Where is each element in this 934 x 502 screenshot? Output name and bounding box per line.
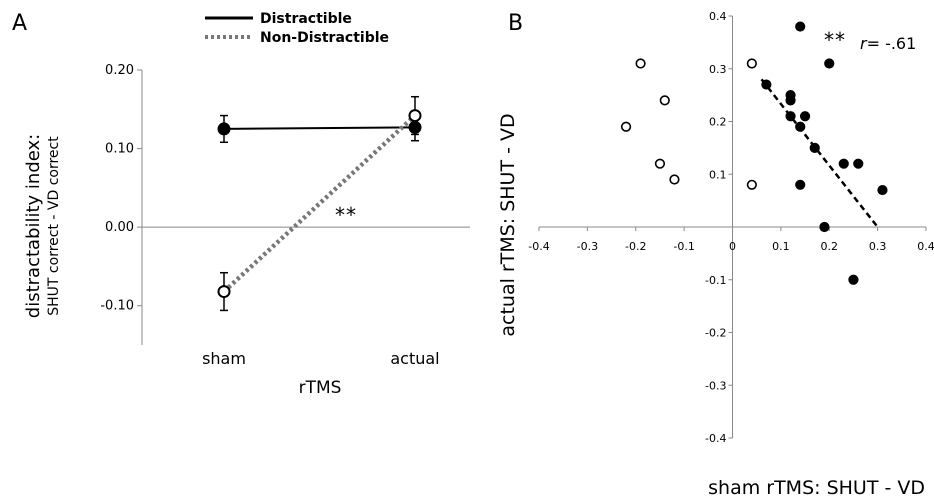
panel-a-significance-stars: ** <box>335 203 357 227</box>
panel-b-point-distractible <box>819 221 830 233</box>
panel-b-xtick-label: 0.4 <box>917 240 934 253</box>
panel-b-xtick-label: 0.1 <box>772 240 790 253</box>
panel-b-point-distractible <box>848 274 859 285</box>
panel-b-ytick-label: 0.4 <box>709 10 727 23</box>
panel-b-fit-line <box>760 78 879 228</box>
panel-b-xtick-label: -0.4 <box>528 240 549 253</box>
panel-a-ytick-label: -0.10 <box>100 299 134 314</box>
panel-b-xlabel: sham rTMS: SHUT - VD <box>708 477 925 499</box>
panel-b-xtick-label: 0.3 <box>869 240 887 253</box>
panel-a-chart: distractability index: SHUT correct - VD… <box>23 63 470 398</box>
legend-non-distractible-label: Non-Distractible <box>260 30 389 46</box>
panel-a-xlabel: rTMS <box>299 378 342 398</box>
panel-b-ytick-label: -0.2 <box>705 327 726 340</box>
panel-b-point-non-distractible <box>654 158 666 169</box>
panel-b-point-non-distractible <box>746 179 757 190</box>
panel-b-point-non-distractible <box>659 95 670 106</box>
panel-b-point-non-distractible <box>746 58 757 69</box>
panel-a-ytick-label: 0.00 <box>105 220 134 235</box>
legend-distractible-label: Distractible <box>260 11 352 27</box>
panel-a-point-distractible <box>217 122 231 136</box>
panel-b-point-distractible <box>795 179 806 190</box>
panel-b-correlation-label: r= -.61 <box>860 34 916 53</box>
panel-a-letter: A <box>12 11 27 36</box>
panel-b-point-distractible <box>761 79 772 90</box>
panel-b-letter: B <box>508 11 523 36</box>
panel-a-series-line-distractible <box>223 126 416 130</box>
panel-a-ylabel-sub: SHUT correct - VD correct <box>46 136 62 316</box>
panel-b-point-distractible <box>785 111 796 122</box>
panel-a-category-label: actual <box>390 349 439 368</box>
panel-b-point-distractible <box>785 95 796 106</box>
panel-b-xtick-label: -0.1 <box>673 240 694 253</box>
panel-b-ytick-label: -0.3 <box>705 379 726 392</box>
panel-b-ytick-label: 0.2 <box>709 116 727 129</box>
panel-b-ytick-label: -0.4 <box>705 432 726 445</box>
panel-b-point-non-distractible <box>620 121 632 132</box>
panel-b-point-distractible <box>809 142 820 153</box>
panel-a-point-non-distractible <box>408 109 422 123</box>
panel-a-ytick-label: 0.10 <box>105 142 134 157</box>
panel-b-point-non-distractible <box>669 174 680 185</box>
panel-b-point-distractible <box>838 158 849 169</box>
panel-b-xtick-label: -0.2 <box>625 240 646 253</box>
panel-b-point-distractible <box>853 158 864 169</box>
panel-a-ylabel: distractability index: <box>23 134 44 318</box>
panel-b-xtick-label: -0.3 <box>577 240 598 253</box>
panel-b-ylabel: actual rTMS: SHUT - VD <box>497 113 519 336</box>
panel-b-point-distractible <box>877 184 888 196</box>
panel-b-xtick-label: 0 <box>729 240 736 253</box>
panel-b-point-distractible <box>795 21 806 32</box>
panel-b-point-non-distractible <box>635 58 646 69</box>
panel-b-significance-stars: ** <box>824 28 846 52</box>
panel-a-point-non-distractible <box>217 285 231 299</box>
panel-b-point-distractible <box>799 111 811 122</box>
panel-b-ytick-label: 0.1 <box>709 168 727 181</box>
panel-b-ytick-label: -0.1 <box>705 274 726 287</box>
panel-b-xtick-label: 0.2 <box>821 240 839 253</box>
panel-a-series-line-non-distractible <box>222 113 417 294</box>
panel-b-chart: actual rTMS: SHUT - VD sham rTMS: SHUT -… <box>497 10 934 499</box>
panel-b-ytick-label: 0.3 <box>709 63 727 76</box>
panel-b-point-distractible <box>795 121 806 132</box>
panel-a-ytick-label: 0.20 <box>105 63 134 78</box>
panel-a-category-label: sham <box>202 349 246 368</box>
legend: Distractible Non-Distractible <box>205 11 389 46</box>
panel-b-point-distractible <box>824 58 835 69</box>
